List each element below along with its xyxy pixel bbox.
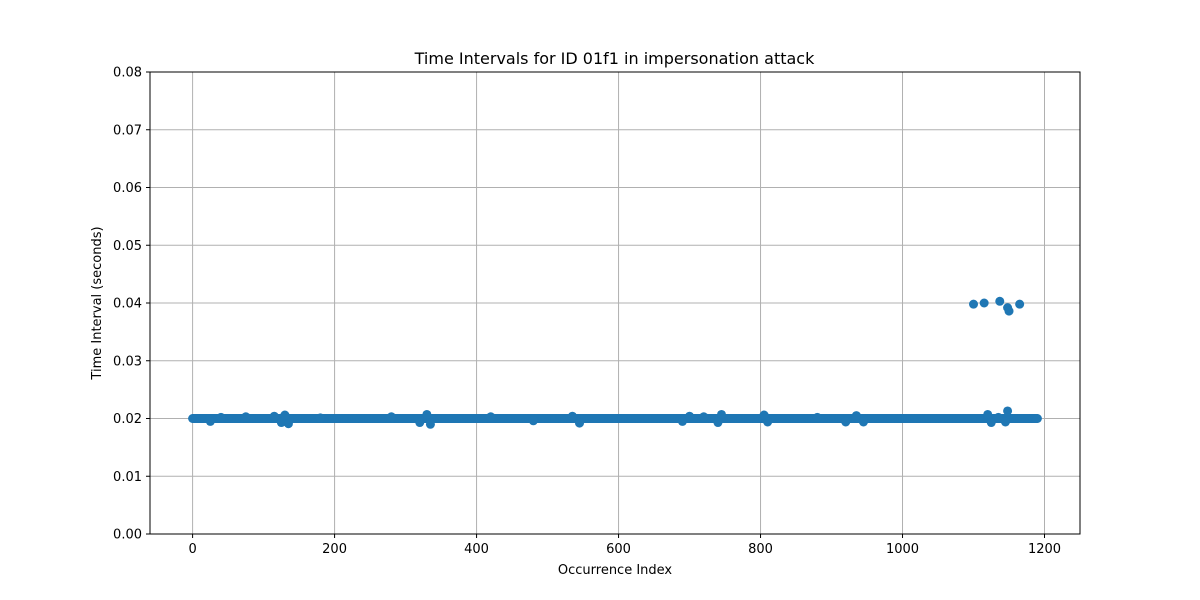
x-tick-label: 200 [322, 542, 347, 557]
y-tick-label: 0.01 [113, 470, 142, 485]
x-axis-ticks: 0 200 400 600 800 1000 1200 [188, 534, 1061, 557]
y-axis-ticks: 0.00 0.01 0.02 0.03 0.04 0.05 0.06 0.07 0.08 [113, 66, 150, 543]
data-point [241, 412, 251, 422]
x-tick-label: 1200 [1028, 542, 1061, 557]
y-tick-label: 0.08 [113, 66, 142, 81]
data-point [205, 416, 215, 426]
data-point [1032, 414, 1042, 423]
y-tick-label: 0.03 [113, 354, 142, 369]
x-tick-label: 0 [188, 542, 196, 557]
data-point [280, 410, 290, 420]
data-point [276, 418, 286, 428]
y-tick-label: 0.07 [113, 123, 142, 138]
y-tick-label: 0.06 [113, 181, 142, 196]
data-point [216, 412, 226, 422]
x-tick-label: 400 [464, 542, 489, 557]
data-point [567, 411, 577, 421]
data-point [315, 413, 325, 423]
data-point [759, 410, 769, 420]
data-point [422, 409, 432, 419]
data-point [995, 296, 1005, 306]
data-point [979, 298, 989, 308]
data-point [858, 417, 868, 427]
data-point [685, 411, 695, 421]
data-point [677, 416, 687, 426]
data-point [969, 299, 979, 309]
data-point [1015, 299, 1025, 309]
data-point [812, 412, 822, 422]
data-point [528, 416, 538, 426]
data-point [716, 409, 726, 419]
data-points [188, 296, 1042, 429]
data-point [1000, 417, 1010, 427]
x-tick-label: 800 [748, 542, 773, 557]
x-tick-label: 600 [606, 542, 631, 557]
data-point [486, 412, 496, 422]
data-point [713, 418, 723, 428]
data-point [283, 419, 293, 429]
x-axis-label: Occurrence Index [558, 563, 673, 578]
data-point [386, 412, 396, 422]
data-point [269, 411, 279, 421]
data-point [425, 419, 435, 429]
data-point [986, 418, 996, 428]
y-tick-label: 0.05 [113, 239, 142, 254]
data-point [983, 409, 993, 419]
data-point [993, 412, 1003, 422]
data-point [699, 412, 709, 422]
data-point [1003, 406, 1013, 416]
y-tick-label: 0.04 [113, 297, 142, 312]
data-point [1004, 306, 1014, 316]
chart-title: Time Intervals for ID 01f1 in impersonat… [414, 49, 815, 68]
y-tick-label: 0.00 [113, 528, 142, 543]
data-point [763, 417, 773, 427]
data-point [575, 418, 585, 428]
data-point [851, 411, 861, 421]
data-point [841, 417, 851, 427]
y-tick-label: 0.02 [113, 412, 142, 427]
data-point [415, 418, 425, 428]
y-axis-label: Time Interval (seconds) [90, 226, 105, 380]
x-tick-label: 1000 [886, 542, 919, 557]
